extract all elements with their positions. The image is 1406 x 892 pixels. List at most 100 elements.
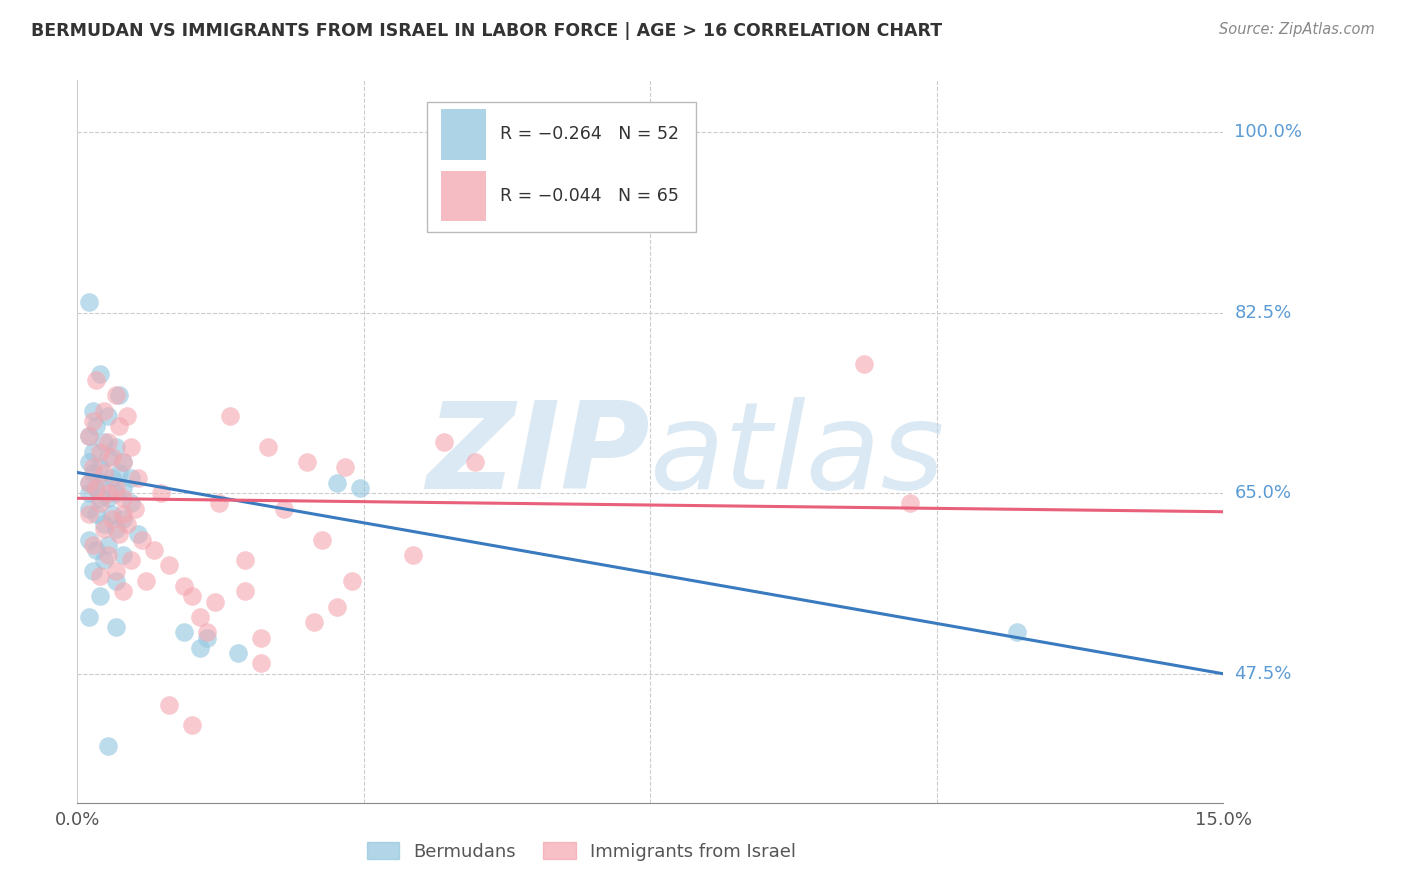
Point bbox=[295, 455, 318, 469]
Point bbox=[93, 553, 115, 567]
Point bbox=[77, 455, 100, 469]
Point bbox=[180, 718, 202, 732]
Point bbox=[77, 610, 100, 624]
Point bbox=[77, 501, 100, 516]
Point bbox=[93, 434, 115, 449]
Point bbox=[124, 501, 146, 516]
Point bbox=[112, 455, 135, 469]
Point bbox=[188, 640, 211, 655]
Point bbox=[195, 625, 218, 640]
Text: 82.5%: 82.5% bbox=[1234, 303, 1292, 321]
Point bbox=[204, 594, 226, 608]
Point bbox=[135, 574, 157, 588]
Text: BERMUDAN VS IMMIGRANTS FROM ISRAEL IN LABOR FORCE | AGE > 16 CORRELATION CHART: BERMUDAN VS IMMIGRANTS FROM ISRAEL IN LA… bbox=[31, 22, 942, 40]
Point bbox=[108, 466, 131, 480]
Point bbox=[108, 388, 131, 402]
Point bbox=[89, 590, 111, 604]
Point bbox=[89, 491, 111, 506]
Point bbox=[97, 538, 120, 552]
Point bbox=[257, 440, 280, 454]
Point bbox=[302, 615, 325, 630]
Point bbox=[235, 584, 257, 599]
Point bbox=[1005, 625, 1028, 640]
Point bbox=[208, 496, 231, 510]
Point bbox=[120, 440, 142, 454]
Point bbox=[100, 512, 122, 526]
Point bbox=[77, 475, 100, 490]
Point bbox=[150, 486, 173, 500]
Point bbox=[249, 657, 271, 671]
Text: R = −0.044   N = 65: R = −0.044 N = 65 bbox=[501, 187, 679, 205]
Point bbox=[112, 507, 135, 521]
Text: Source: ZipAtlas.com: Source: ZipAtlas.com bbox=[1219, 22, 1375, 37]
Point bbox=[86, 373, 108, 387]
Point bbox=[93, 466, 115, 480]
Point bbox=[104, 486, 127, 500]
Point bbox=[82, 460, 104, 475]
Text: 47.5%: 47.5% bbox=[1234, 665, 1292, 682]
Point bbox=[93, 522, 115, 536]
Point bbox=[219, 409, 242, 423]
Point bbox=[97, 548, 120, 562]
Point bbox=[326, 599, 349, 614]
Text: ZIP: ZIP bbox=[426, 398, 651, 515]
Point bbox=[402, 548, 425, 562]
Point bbox=[97, 409, 120, 423]
Point bbox=[108, 419, 131, 434]
Point bbox=[77, 507, 100, 521]
Point bbox=[100, 450, 122, 464]
Point bbox=[853, 357, 876, 371]
Text: 100.0%: 100.0% bbox=[1234, 123, 1302, 141]
Point bbox=[333, 460, 356, 475]
Point bbox=[89, 445, 111, 459]
Point bbox=[157, 698, 180, 712]
Point bbox=[226, 646, 249, 660]
Point bbox=[120, 471, 142, 485]
FancyBboxPatch shape bbox=[440, 109, 486, 160]
Point bbox=[120, 553, 142, 567]
Point bbox=[112, 455, 135, 469]
FancyBboxPatch shape bbox=[427, 102, 696, 232]
Point bbox=[112, 512, 135, 526]
Point bbox=[326, 475, 349, 490]
Point bbox=[115, 409, 138, 423]
Point bbox=[433, 434, 456, 449]
Text: 65.0%: 65.0% bbox=[1234, 484, 1291, 502]
Point bbox=[180, 590, 202, 604]
Point bbox=[77, 475, 100, 490]
Point bbox=[127, 527, 149, 541]
Point bbox=[89, 368, 111, 382]
Point bbox=[77, 429, 100, 443]
Point bbox=[173, 625, 195, 640]
Point bbox=[464, 455, 486, 469]
Point bbox=[104, 481, 127, 495]
Text: atlas: atlas bbox=[651, 398, 946, 515]
Point bbox=[100, 471, 122, 485]
Point bbox=[77, 295, 100, 310]
Point bbox=[77, 486, 100, 500]
Point bbox=[93, 403, 115, 417]
Point bbox=[86, 507, 108, 521]
Point bbox=[142, 542, 165, 557]
Point bbox=[82, 403, 104, 417]
Point bbox=[86, 419, 108, 434]
Point bbox=[93, 475, 115, 490]
Point bbox=[93, 517, 115, 532]
Point bbox=[97, 491, 120, 506]
Point bbox=[112, 491, 135, 506]
Point bbox=[86, 542, 108, 557]
Point bbox=[349, 481, 371, 495]
Point bbox=[82, 414, 104, 428]
Point bbox=[120, 496, 142, 510]
Point bbox=[86, 481, 108, 495]
Point bbox=[77, 533, 100, 547]
Point bbox=[173, 579, 195, 593]
FancyBboxPatch shape bbox=[440, 170, 486, 221]
Point bbox=[898, 496, 921, 510]
Point bbox=[77, 429, 100, 443]
Point bbox=[112, 481, 135, 495]
Point bbox=[104, 564, 127, 578]
Point bbox=[112, 548, 135, 562]
Point bbox=[100, 507, 122, 521]
Point bbox=[89, 496, 111, 510]
